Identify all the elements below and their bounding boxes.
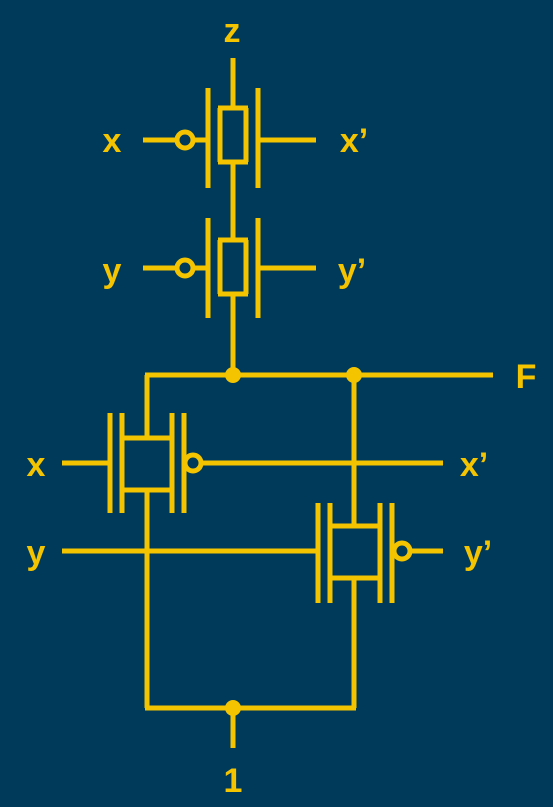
inverter-bubble-icon xyxy=(182,452,204,474)
gate4-right-label: y’ xyxy=(464,534,492,572)
gate1-left-label: x xyxy=(103,122,122,160)
gate3-left-label: x xyxy=(27,446,46,484)
gate2-right-label: y’ xyxy=(338,252,366,290)
output-f-label: F xyxy=(516,358,537,396)
gate4-left-label: y xyxy=(27,534,46,572)
input-1-label: 1 xyxy=(224,762,243,800)
gate1-right-label: x’ xyxy=(340,122,368,160)
transmission-gate-3 xyxy=(62,413,443,513)
inverter-bubble-icon xyxy=(391,540,413,562)
transmission-gate-1 xyxy=(143,88,316,188)
inverter-bubble-icon xyxy=(174,257,196,279)
transmission-gate-2 xyxy=(143,218,316,318)
gate3-right-label: x’ xyxy=(460,446,488,484)
gate2-left-label: y xyxy=(103,252,122,290)
label-z: z xyxy=(224,12,241,50)
transmission-gate-4 xyxy=(62,503,443,603)
junction-dot xyxy=(225,367,241,383)
inverter-bubble-icon xyxy=(174,129,196,151)
